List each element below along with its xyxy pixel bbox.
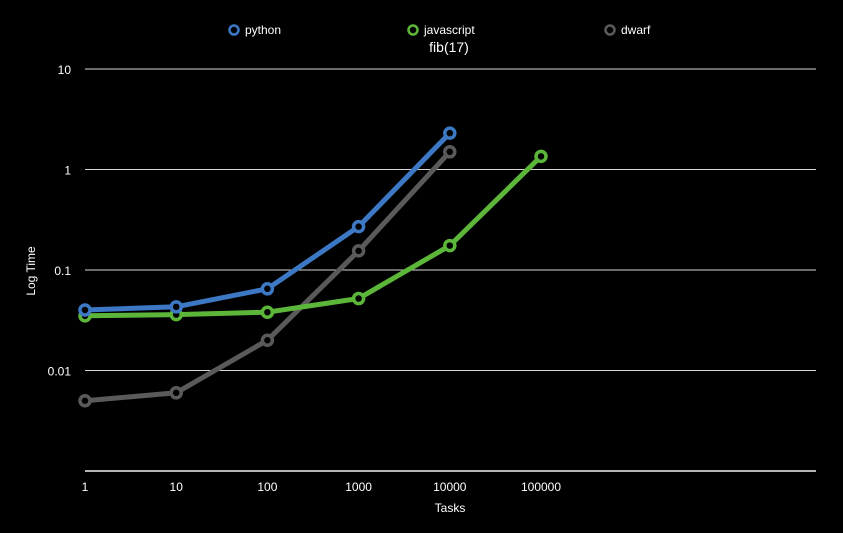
data-point [443,238,457,253]
legend-label: javascript [423,23,475,37]
y-tick-label: 0.1 [54,264,71,278]
data-point [169,386,183,400]
data-point [260,333,275,347]
y-tick-labels: 10 1 0.1 0.01 [48,63,72,379]
legend-item-dwarf: dwarf [604,23,651,37]
y-tick-label: 0.01 [48,365,72,379]
legend-marker [228,24,240,36]
y-tick-label: 1 [64,164,71,178]
data-point [260,282,275,296]
legend-item-python: python [228,23,281,37]
data-point [78,303,92,317]
x-tick-label: 10 [170,480,184,494]
legend: python javascript dwarf [228,23,651,37]
x-axis-label: Tasks [435,501,466,515]
series-line-javascript [82,153,544,319]
x-tick-label: 1 [82,480,89,494]
x-tick-label: 10000 [433,480,467,494]
data-point [169,300,183,314]
legend-marker [604,24,616,36]
data-point [351,244,366,258]
x-tick-label: 1000 [345,480,372,494]
data-point [443,126,457,140]
chart-title: fib(17) [429,39,469,55]
x-tick-label: 100000 [521,480,561,494]
data-point [260,305,275,319]
data-point [443,145,457,159]
x-tick-label: 100 [257,480,277,494]
series-lines [78,126,548,408]
x-tick-labels: 1 10 100 1000 10000 100000 [82,480,562,494]
gridlines [85,68,816,371]
y-axis-label: Log Time [24,246,38,296]
y-tick-label: 10 [58,63,72,77]
series-python [78,126,457,317]
legend-item-javascript: javascript [407,23,475,37]
data-point [351,219,366,234]
data-point [78,394,92,408]
legend-label: python [245,23,281,37]
legend-marker [407,24,419,36]
legend-label: dwarf [621,23,651,37]
series-dwarf [78,145,457,408]
data-point [534,149,548,164]
data-point [351,291,366,306]
